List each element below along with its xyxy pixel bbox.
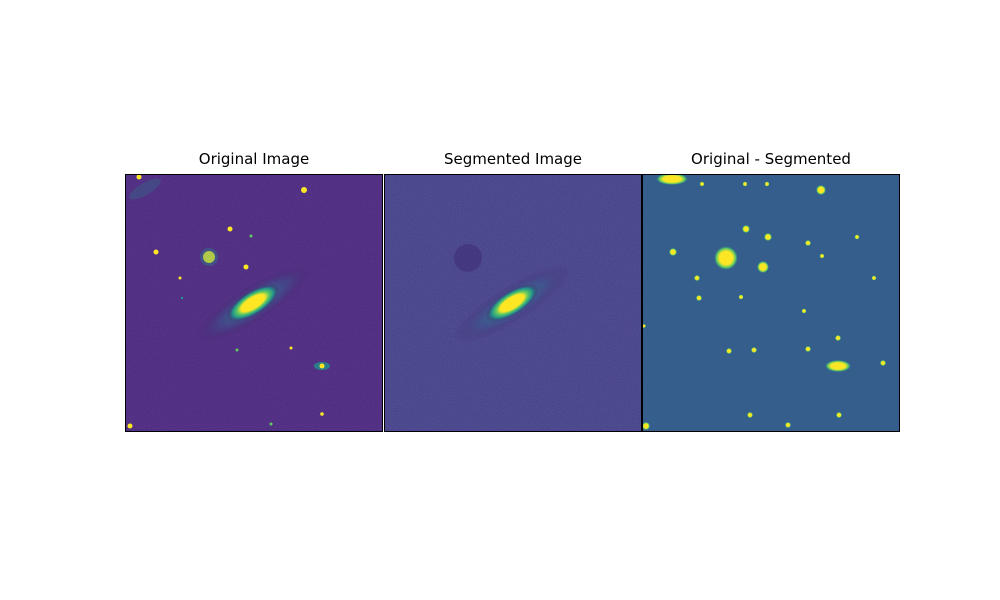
panel-frame — [125, 174, 383, 432]
segmented-image — [384, 174, 642, 432]
difference-image — [642, 174, 900, 432]
panel-original-image — [125, 174, 383, 432]
panel-frame — [642, 174, 900, 432]
panel-difference-image — [642, 174, 900, 432]
panel-segmented-image — [384, 174, 642, 432]
panel-frame — [384, 174, 642, 432]
original-image — [125, 174, 383, 432]
panel-title-original: Original Image — [198, 150, 310, 168]
panel-title-difference: Original - Segmented — [691, 150, 851, 168]
panel-title-segmented: Segmented Image — [444, 150, 582, 168]
